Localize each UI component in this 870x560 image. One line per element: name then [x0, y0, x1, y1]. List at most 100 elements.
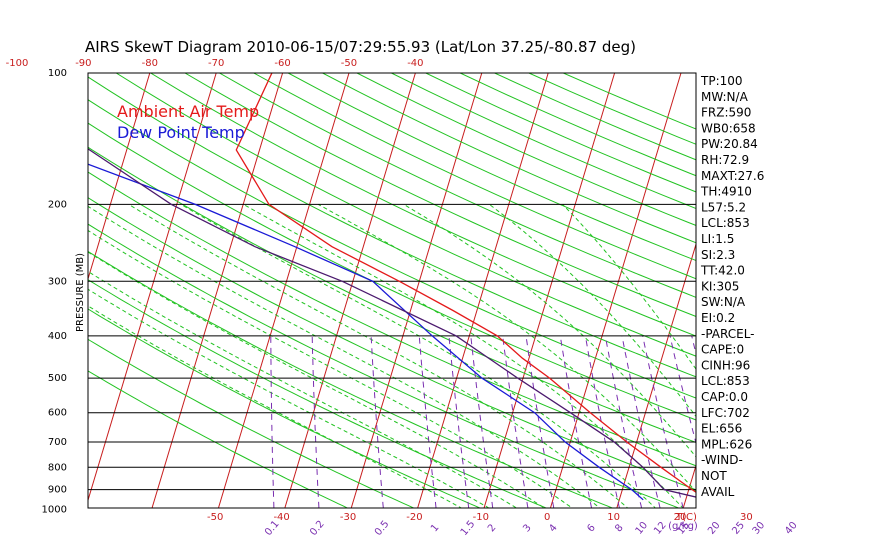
moist-adiabat-line — [88, 205, 601, 508]
pressure-tick-label: 500 — [48, 373, 67, 384]
bottom-temp-tick-label: -40 — [273, 512, 289, 523]
mixing-ratio-line — [559, 335, 593, 508]
mixing-ratio-tick-label: 12 — [652, 520, 669, 537]
mixing-ratio-tick-label: 40 — [783, 520, 800, 537]
legend-temp-label: Ambient Air Temp — [117, 102, 259, 121]
dry-adiabat-line — [88, 76, 696, 378]
stability-index-label: PW:20.84 — [701, 137, 758, 151]
stability-index-label: CAP:0.0 — [701, 390, 748, 404]
dry-adiabat-line — [88, 122, 696, 421]
stability-index-label: RH:72.9 — [701, 153, 749, 167]
moist-adiabat-line — [562, 204, 696, 370]
chart-title: AIRS SkewT Diagram 2010-06-15/07:29:55.9… — [85, 38, 636, 56]
moist-adiabat-line — [318, 203, 696, 493]
bottom-temp-tick-label: -10 — [473, 512, 489, 523]
stability-index-label: LCL:853 — [701, 374, 750, 388]
top-temp-tick-label: -100 — [6, 58, 29, 69]
pressure-tick-label: 800 — [48, 462, 67, 473]
top-temp-tick-label: -50 — [341, 58, 357, 69]
bottom-temp-tick-label: 10 — [607, 512, 620, 523]
bottom-temp-tick-label: 0 — [544, 512, 550, 523]
isotherm-line — [88, 73, 151, 281]
mixing-ratio-line — [502, 335, 529, 508]
moist-adiabat-line — [88, 305, 463, 508]
pressure-tick-label: 700 — [48, 437, 67, 448]
pressure-tick-label: 1000 — [42, 505, 67, 516]
dry-adiabat-line — [287, 73, 696, 262]
dry-adiabat-line — [88, 338, 415, 508]
stability-index-label: EL:656 — [701, 422, 742, 436]
isotherm-line — [813, 73, 870, 519]
dry-adiabat-line — [88, 99, 696, 399]
isotherm-line — [0, 73, 17, 519]
dry-adiabat-line — [88, 370, 349, 508]
stability-index-label: MAXT:27.6 — [701, 169, 764, 183]
isotherm-line — [284, 73, 416, 508]
mixing-ratio-tick-label: 10 — [634, 520, 651, 537]
dry-adiabat-line — [494, 73, 696, 161]
top-temp-tick-label: -90 — [75, 58, 91, 69]
legend: Ambient Air Temp Dew Point Temp — [117, 102, 259, 142]
pressure-tick-label: 400 — [48, 331, 67, 342]
mixing-ratio-tick-label: 8 — [613, 522, 626, 534]
dry-adiabat-line — [88, 223, 680, 508]
grid-lines — [0, 73, 870, 519]
stability-index-label: SW:N/A — [701, 295, 746, 309]
plot-frame — [87, 72, 697, 509]
dry-adiabat-line — [184, 73, 696, 318]
legend-dewpoint-label: Dew Point Temp — [117, 123, 245, 142]
stability-index-label: EI:0.2 — [701, 311, 735, 325]
mixing-ratio-tick-label: 0.5 — [373, 519, 392, 538]
y-axis-label: PRESSURE (MB) — [75, 253, 86, 332]
stability-index-label: -WIND- — [701, 453, 743, 467]
mixing-ratio-tick-label: 3 — [521, 522, 534, 534]
mixing-ratio-line — [642, 335, 684, 508]
stability-index-label: NOT — [701, 469, 727, 483]
moist-adiabat-line — [403, 203, 696, 458]
isotherm-line — [0, 73, 83, 519]
stability-index-label: TH:4910 — [700, 185, 752, 199]
moist-adiabat-line — [180, 203, 657, 508]
stability-index-label: LFC:702 — [701, 406, 750, 420]
stability-index-label: KI:305 — [701, 279, 739, 293]
isotherm-line — [217, 73, 350, 508]
mixing-ratio-line — [448, 335, 470, 508]
dry-adiabat-line — [391, 73, 696, 210]
isotherm-line — [151, 73, 284, 508]
stability-index-label: AVAIL — [701, 485, 735, 499]
moist-adiabat-line — [88, 251, 546, 508]
dry-adiabat-line — [88, 250, 614, 508]
stability-index-label: LCL:853 — [701, 216, 750, 230]
dewpoint-profile — [88, 163, 644, 501]
top-temp-tick-label: -40 — [407, 58, 423, 69]
bottom-temp-tick-label: -20 — [406, 512, 422, 523]
profiles — [88, 73, 696, 501]
pressure-tick-label: 600 — [48, 408, 67, 419]
temp-unit-label: T(C) — [675, 512, 697, 523]
stability-index-label: LI:1.5 — [701, 232, 734, 246]
isotherm-line — [746, 73, 870, 519]
temperature-profile — [235, 73, 696, 493]
moist-adiabat-line — [88, 270, 518, 508]
moist-adiabat-line — [243, 203, 684, 508]
bottom-temp-tick-label: -30 — [340, 512, 356, 523]
isotherm-line — [616, 242, 696, 508]
bottom-temp-tick-label: 20 — [674, 512, 687, 523]
stability-index-label: FRZ:590 — [701, 106, 751, 120]
isotherm-line — [417, 73, 549, 508]
mixing-ratio-tick-label: 4 — [547, 522, 560, 534]
pressure-tick-label: 100 — [48, 68, 67, 79]
mixing-ratio-tick-label: 6 — [585, 522, 598, 534]
stability-index-label: L57:5.2 — [701, 200, 746, 214]
stability-index-label: SI:2.3 — [701, 248, 735, 262]
top-temp-tick-label: -60 — [274, 58, 290, 69]
mixing-ratio-line — [470, 335, 494, 508]
dry-adiabat-line — [88, 171, 696, 467]
mixing-ratio-line — [418, 335, 437, 508]
mixing-ratio-unit-label: (g/kg) — [668, 521, 698, 532]
dry-adiabat-line — [219, 73, 696, 298]
dry-adiabat-line — [88, 308, 482, 508]
isotherm-line — [88, 73, 217, 502]
